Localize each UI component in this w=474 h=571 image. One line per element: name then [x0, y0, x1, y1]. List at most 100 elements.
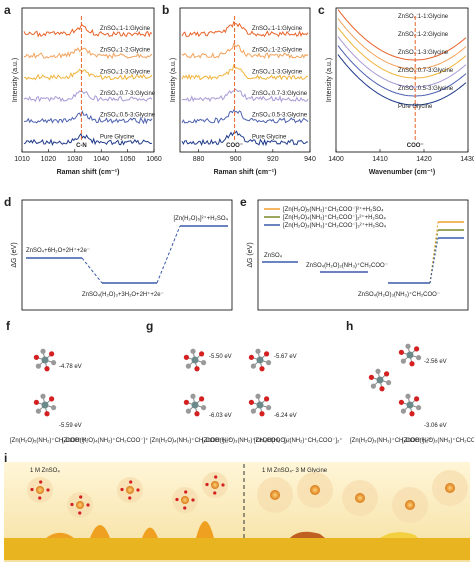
atom	[379, 386, 385, 392]
water	[136, 488, 140, 492]
plot-frame	[257, 199, 469, 311]
annotation: COO⁻	[226, 143, 243, 149]
spectrum	[337, 18, 467, 70]
series-label: ZnSO₄:1-3:Glycine	[100, 69, 151, 75]
atom	[405, 393, 411, 399]
water	[128, 496, 132, 500]
dendrite	[90, 525, 110, 538]
legend-label: [Zn(H₂O)₅(NH₂)⁺CH₂COO⁻]²⁺+H₂SO₄	[283, 206, 384, 213]
x-tick-label: 1060	[146, 156, 162, 163]
x-tick-label: 1050	[120, 156, 136, 163]
zn-ion	[76, 501, 84, 509]
water	[46, 488, 50, 492]
zn-ion	[36, 486, 44, 494]
atom	[409, 411, 415, 417]
deposit	[290, 531, 325, 538]
atom	[50, 360, 57, 366]
series-label: Pure Glycine	[100, 134, 135, 140]
zn-ion	[126, 486, 134, 494]
atom	[265, 405, 272, 411]
panel-label: b	[162, 3, 169, 17]
spectrum	[23, 90, 153, 103]
legend-label: [Zn(H₂O)₃(NH₃)⁺CH₂COO⁻]₃²⁺+H₂SO₄	[283, 222, 387, 229]
energy-label: -5.59 eV	[59, 423, 82, 429]
spectrum	[23, 24, 153, 38]
atom	[33, 399, 40, 405]
spectrum	[337, 27, 467, 79]
caption: [ZnOH(H₂O)₄(NH₂)⁺CH₂COO⁻]₂⁺	[254, 437, 343, 444]
atom	[384, 371, 390, 377]
series-label: ZnSO₄:1-3:Glycine	[398, 50, 449, 56]
series-label: ZnSO₄:1-1:Glycine	[100, 26, 151, 32]
atom	[415, 355, 422, 361]
dendrite	[196, 521, 214, 538]
atom	[415, 405, 422, 411]
water	[214, 475, 218, 479]
y-axis-label: Intensity (a.u.)	[170, 58, 177, 102]
atom	[50, 405, 57, 411]
series-label: Pure Glycine	[252, 134, 287, 140]
atom	[190, 348, 196, 354]
zn-ion	[310, 485, 320, 495]
zn-ion	[355, 493, 365, 503]
legend-label: [Zn(H₂O)₄(NH₂)⁺CH₂COO⁻]₂²⁺+H₂SO₄	[283, 214, 386, 221]
connector	[156, 225, 181, 284]
x-tick-label: 940	[304, 156, 316, 163]
series-label: ZnSO₄:1-1:Glycine	[252, 26, 303, 32]
x-tick-label: 900	[230, 156, 242, 163]
atom	[44, 366, 50, 372]
atom	[264, 396, 270, 402]
x-tick-label: 880	[193, 156, 205, 163]
x-tick-label: 1430	[460, 156, 474, 163]
panel-label: g	[146, 319, 153, 333]
zn-ion	[181, 496, 189, 504]
x-tick-label: 1410	[372, 156, 388, 163]
water	[183, 506, 187, 510]
spectrum	[23, 132, 153, 147]
x-tick-label: 1420	[416, 156, 432, 163]
spectrum	[337, 9, 467, 61]
atom	[250, 408, 256, 414]
atom	[414, 346, 420, 352]
zn-ion	[211, 481, 219, 489]
water	[79, 495, 83, 499]
dendrite	[46, 532, 74, 538]
water	[120, 487, 124, 492]
spectrum	[337, 36, 467, 88]
atom	[250, 363, 256, 369]
atom	[370, 383, 376, 389]
atom	[185, 408, 191, 414]
atom	[191, 401, 199, 409]
atom	[255, 348, 261, 354]
water	[39, 480, 43, 484]
atom	[183, 354, 190, 360]
energy-label: -2.56 eV	[424, 359, 447, 365]
energy-label: -5.67 eV	[274, 354, 297, 360]
x-axis-label: Raman shift (cm⁻¹)	[214, 169, 277, 176]
water	[184, 490, 188, 494]
atom	[40, 393, 46, 399]
x-tick-label: 1040	[93, 156, 109, 163]
atom	[398, 399, 405, 405]
atom	[259, 411, 265, 417]
caption: [Zn(H₂O)₃(NH₃)⁺CH₂COO⁻]₃²⁺	[350, 437, 432, 444]
state-label: ZnSO₄(H₂O)₂(NH₃)⁺CH₂COO⁻	[306, 262, 388, 269]
caption: [ZnOH(H₂O)₄(NH₂)⁺CH₂COO⁻]⁺	[62, 437, 148, 444]
x-tick-label: 1020	[41, 156, 57, 163]
spectrum	[181, 109, 309, 124]
energy-label: -3.06 eV	[424, 423, 447, 429]
state-label: ZnSO₄(H₂O)₃+3H₂O+2H⁺+2e⁻	[82, 291, 164, 298]
atom	[199, 396, 205, 402]
series-label: ZnSO₄:0.5-3:Glycine	[252, 113, 308, 119]
x-tick-label: 920	[267, 156, 279, 163]
y-axis-label: Intensity (a.u.)	[326, 58, 333, 102]
water	[213, 491, 217, 495]
panel-label: h	[346, 319, 353, 333]
spectrum	[181, 130, 309, 147]
atom	[400, 358, 406, 364]
x-tick-label: 1030	[67, 156, 83, 163]
atom	[190, 393, 196, 399]
zn-ion	[405, 500, 415, 510]
atom	[183, 399, 190, 405]
